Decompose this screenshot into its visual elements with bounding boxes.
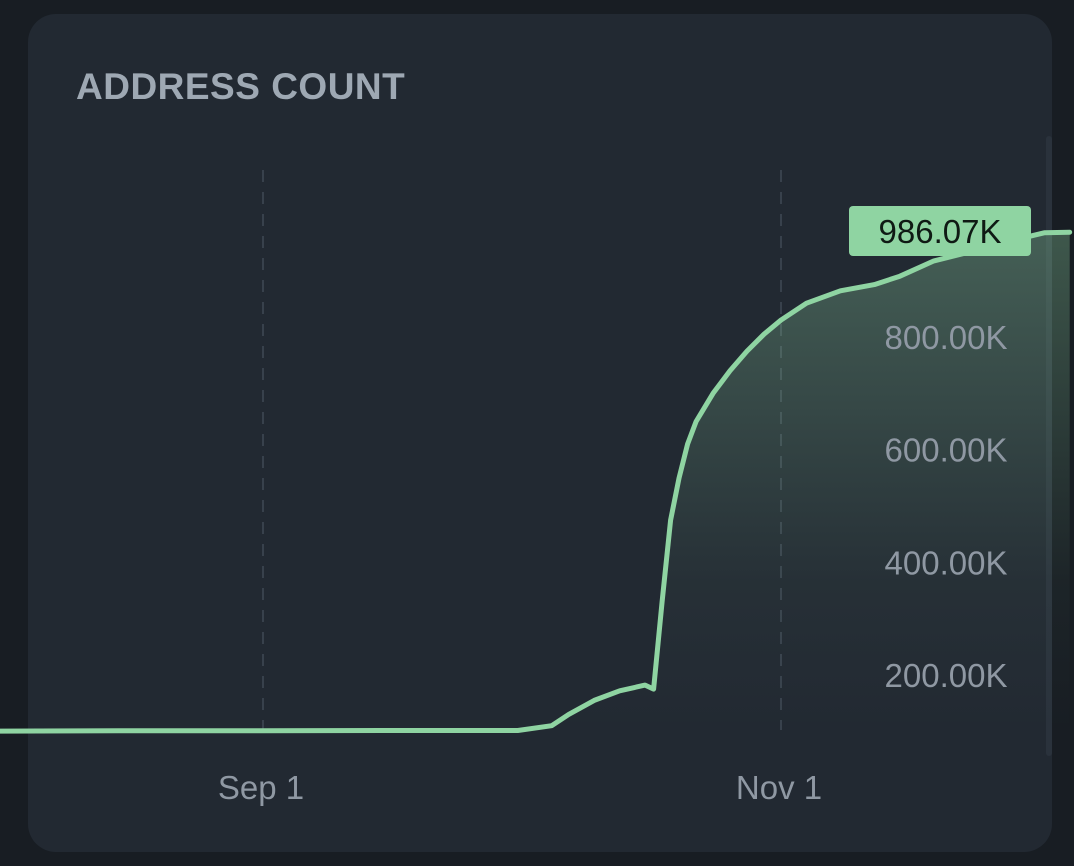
- y-tick-label: 800.00K: [885, 319, 1008, 356]
- x-axis-ticks: Sep 1 Nov 1: [218, 769, 822, 806]
- last-value-background: [849, 206, 1031, 256]
- y-tick-label: 600.00K: [885, 432, 1008, 469]
- x-tick-label: Sep 1: [218, 769, 304, 806]
- last-value-label: 986.07K: [879, 213, 1002, 250]
- y-axis-ticks: 200.00K 400.00K 600.00K 800.00K: [885, 319, 1008, 694]
- series-line[interactable]: [0, 229, 1073, 734]
- y-tick-label: 200.00K: [885, 657, 1008, 694]
- chart-title: ADDRESS COUNT: [76, 66, 406, 107]
- series-area: [0, 232, 1070, 732]
- x-tick-label: Nov 1: [736, 769, 822, 806]
- last-value-badge: 986.07K: [849, 206, 1031, 256]
- y-tick-label: 400.00K: [885, 544, 1008, 581]
